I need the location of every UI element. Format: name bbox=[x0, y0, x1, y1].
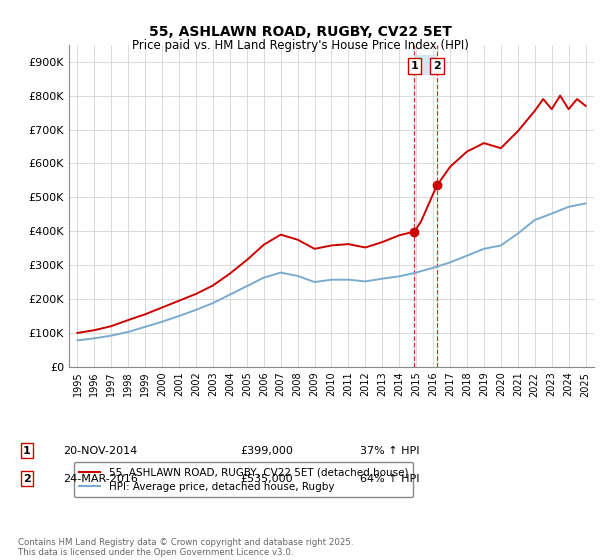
Text: 2: 2 bbox=[433, 61, 441, 71]
Text: 2: 2 bbox=[23, 474, 31, 484]
Text: 20-NOV-2014: 20-NOV-2014 bbox=[63, 446, 137, 456]
Text: 1: 1 bbox=[23, 446, 31, 456]
Text: £535,000: £535,000 bbox=[240, 474, 293, 484]
Text: 64% ↑ HPI: 64% ↑ HPI bbox=[360, 474, 419, 484]
Text: 55, ASHLAWN ROAD, RUGBY, CV22 5ET: 55, ASHLAWN ROAD, RUGBY, CV22 5ET bbox=[149, 25, 451, 39]
Text: £399,000: £399,000 bbox=[240, 446, 293, 456]
Bar bbox=[415, 55, 437, 75]
Text: 1: 1 bbox=[410, 61, 418, 71]
Text: 24-MAR-2016: 24-MAR-2016 bbox=[63, 474, 138, 484]
Text: Price paid vs. HM Land Registry's House Price Index (HPI): Price paid vs. HM Land Registry's House … bbox=[131, 39, 469, 52]
Text: 37% ↑ HPI: 37% ↑ HPI bbox=[360, 446, 419, 456]
Legend: 55, ASHLAWN ROAD, RUGBY, CV22 5ET (detached house), HPI: Average price, detached: 55, ASHLAWN ROAD, RUGBY, CV22 5ET (detac… bbox=[74, 462, 413, 497]
Text: Contains HM Land Registry data © Crown copyright and database right 2025.
This d: Contains HM Land Registry data © Crown c… bbox=[18, 538, 353, 557]
